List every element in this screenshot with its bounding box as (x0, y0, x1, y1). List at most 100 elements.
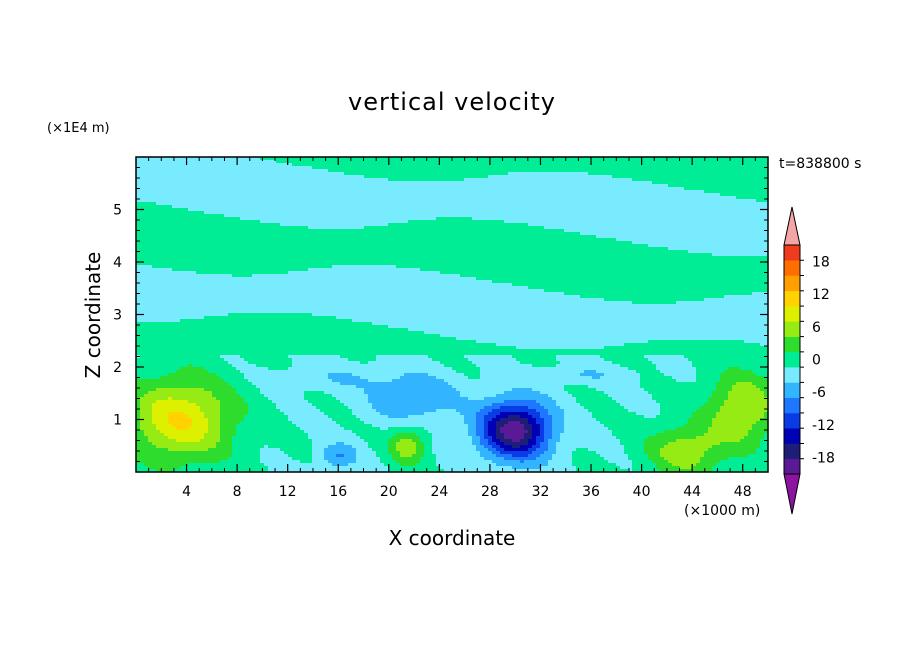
contour-cell (736, 160, 741, 164)
contour-cell (216, 208, 221, 212)
contour-cell (172, 223, 177, 227)
contour-cell (320, 157, 325, 161)
contour-cell (296, 205, 301, 209)
contour-cell (748, 181, 753, 185)
contour-cell (228, 241, 233, 245)
contour-cell (208, 199, 213, 203)
contour-cell (668, 247, 673, 251)
contour-cell (256, 175, 261, 179)
contour-cell (180, 160, 185, 164)
contour-cell (756, 238, 761, 242)
contour-cell (152, 229, 157, 233)
contour-cell (176, 238, 181, 242)
contour-cell (532, 178, 537, 182)
contour-cell (412, 226, 417, 230)
contour-cell (304, 238, 309, 242)
contour-cell (224, 235, 229, 239)
contour-cell (752, 229, 757, 233)
contour-cell (160, 238, 165, 242)
contour-cell (412, 229, 417, 233)
contour-cell (412, 196, 417, 200)
contour-cell (516, 190, 521, 194)
contour-cell (148, 199, 153, 203)
contour-cell (608, 220, 613, 224)
contour-cell (144, 196, 149, 200)
contour-cell (656, 163, 661, 167)
contour-cell (380, 208, 385, 212)
contour-cell (228, 235, 233, 239)
contour-cell (400, 205, 405, 209)
contour-cell (224, 196, 229, 200)
contour-cell (232, 250, 237, 254)
contour-cell (272, 208, 277, 212)
contour-cell (552, 157, 557, 161)
contour-cell (548, 157, 553, 161)
contour-cell (444, 169, 449, 173)
contour-cell (384, 190, 389, 194)
contour-cell (444, 166, 449, 170)
contour-cell (368, 235, 373, 239)
contour-cell (656, 193, 661, 197)
contour-cell (464, 199, 469, 203)
contour-cell (724, 199, 729, 203)
contour-cell (424, 229, 429, 233)
contour-cell (440, 238, 445, 242)
contour-cell (660, 199, 665, 203)
contour-cell (284, 190, 289, 194)
contour-cell (680, 235, 685, 239)
contour-cell (368, 244, 373, 248)
contour-cell (492, 187, 497, 191)
contour-cell (500, 184, 505, 188)
contour-cell (616, 190, 621, 194)
contour-cell (192, 208, 197, 212)
contour-cell (220, 175, 225, 179)
contour-cell (404, 205, 409, 209)
contour-cell (360, 235, 365, 239)
contour-cell (484, 196, 489, 200)
contour-cell (668, 226, 673, 230)
contour-cell (244, 220, 249, 224)
contour-cell (384, 184, 389, 188)
contour-cell (516, 184, 521, 188)
contour-cell (576, 226, 581, 230)
contour-cell (344, 217, 349, 221)
contour-cell (584, 163, 589, 167)
contour-cell (272, 217, 277, 221)
contour-cell (144, 166, 149, 170)
contour-cell (440, 205, 445, 209)
contour-cell (160, 244, 165, 248)
contour-cell (460, 217, 465, 221)
contour-cell (424, 172, 429, 176)
contour-cell (340, 157, 345, 161)
contour-cell (544, 169, 549, 173)
contour-cell (764, 247, 769, 251)
contour-cell (288, 229, 293, 233)
contour-cell (648, 160, 653, 164)
contour-cell (220, 241, 225, 245)
contour-cell (544, 160, 549, 164)
contour-cell (616, 172, 621, 176)
contour-cell (280, 160, 285, 164)
contour-cell (376, 211, 381, 215)
contour-cell (412, 169, 417, 173)
contour-cell (620, 217, 625, 221)
contour-cell (220, 166, 225, 170)
contour-cell (160, 241, 165, 245)
contour-cell (436, 229, 441, 233)
contour-cell (524, 187, 529, 191)
contour-cell (724, 196, 729, 200)
contour-cell (540, 211, 545, 215)
contour-cell (160, 235, 165, 239)
contour-cell (196, 244, 201, 248)
contour-cell (216, 250, 221, 254)
contour-cell (544, 244, 549, 248)
contour-cell (548, 184, 553, 188)
contour-cell (500, 244, 505, 248)
contour-cell (672, 196, 677, 200)
contour-cell (292, 244, 297, 248)
contour-cell (152, 235, 157, 239)
contour-cell (548, 169, 553, 173)
contour-cell (172, 232, 177, 236)
contour-cell (372, 190, 377, 194)
contour-cell (648, 202, 653, 206)
